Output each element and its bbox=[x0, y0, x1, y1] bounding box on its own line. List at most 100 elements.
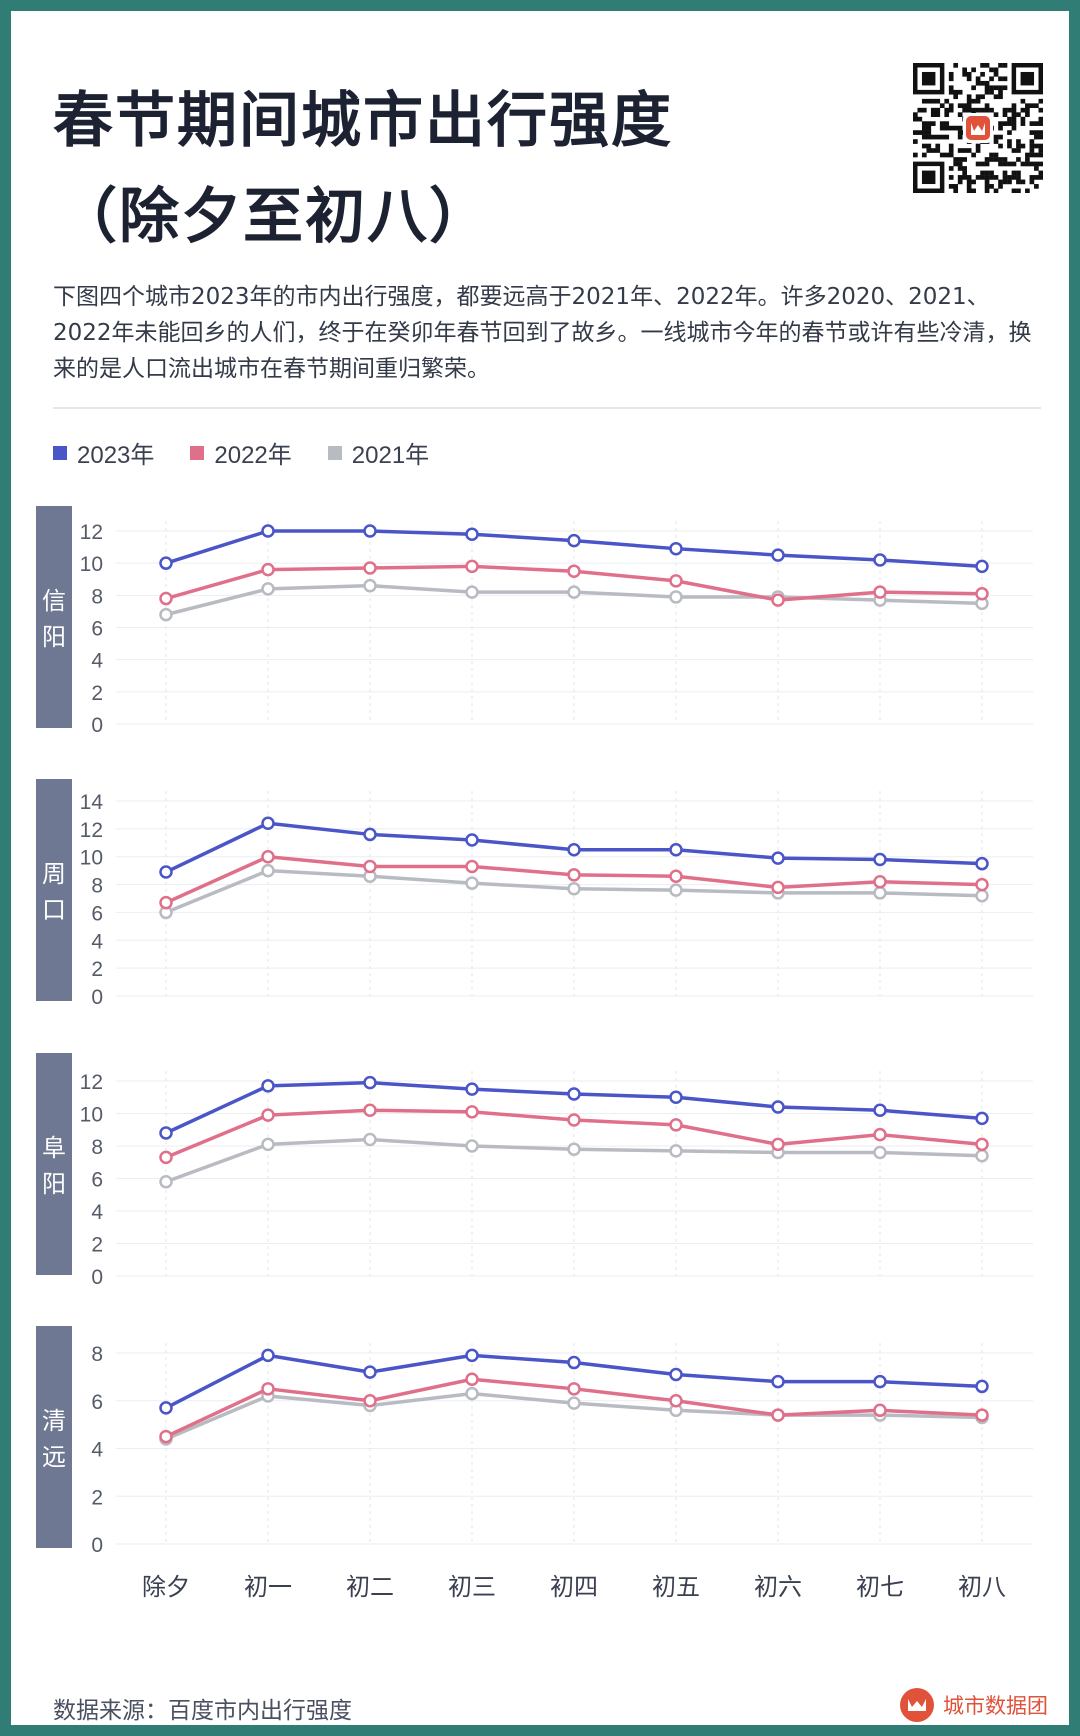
data-point bbox=[771, 1408, 785, 1422]
data-point bbox=[159, 1429, 173, 1444]
data-point bbox=[261, 1108, 275, 1122]
data-point bbox=[873, 875, 887, 889]
data-point bbox=[261, 582, 275, 596]
data-point bbox=[975, 559, 989, 574]
panel-label-char: 口 bbox=[42, 896, 66, 924]
data-point bbox=[975, 856, 989, 871]
data-source: 数据来源：百度市内出行强度 bbox=[53, 1698, 352, 1724]
panel-label-char: 阜 bbox=[42, 1134, 66, 1162]
data-point bbox=[567, 585, 581, 599]
data-point bbox=[975, 1111, 989, 1126]
data-point bbox=[465, 559, 479, 574]
y-tick-label: 12 bbox=[80, 521, 103, 544]
data-point bbox=[567, 868, 581, 882]
data-point bbox=[669, 883, 683, 897]
x-tick-label: 初五 bbox=[652, 1573, 700, 1601]
data-point bbox=[771, 1374, 785, 1389]
data-point bbox=[873, 1145, 887, 1160]
legend-item-2023: 2023年 bbox=[53, 435, 154, 470]
data-point bbox=[567, 1087, 581, 1101]
data-point bbox=[975, 877, 989, 892]
data-point bbox=[975, 888, 989, 903]
data-point bbox=[363, 578, 377, 593]
data-point bbox=[465, 527, 479, 541]
data-point bbox=[669, 574, 683, 588]
data-point bbox=[669, 590, 683, 604]
data-point bbox=[465, 1386, 479, 1401]
y-tick-label: 10 bbox=[80, 553, 103, 576]
y-tick-label: 2 bbox=[91, 682, 103, 705]
data-point bbox=[465, 833, 479, 847]
description: 下图四个城市2023年的市内出行强度，都要远高于2021年、2022年。许多20… bbox=[53, 284, 1032, 382]
x-tick-label: 初八 bbox=[958, 1573, 1006, 1601]
data-point bbox=[873, 852, 887, 867]
panel-label-char: 信 bbox=[42, 587, 66, 615]
data-point bbox=[975, 586, 989, 601]
y-tick-label: 6 bbox=[91, 1169, 103, 1192]
qr-code-icon bbox=[913, 63, 1043, 193]
data-point bbox=[873, 553, 887, 567]
data-point bbox=[873, 1127, 887, 1142]
page-title: 春节期间城市出行强度 （除夕至初八） bbox=[53, 73, 673, 265]
data-point bbox=[363, 561, 377, 575]
data-point bbox=[771, 548, 785, 562]
x-tick-label: 初二 bbox=[346, 1573, 394, 1601]
data-point bbox=[363, 1365, 377, 1379]
data-point bbox=[975, 1149, 989, 1163]
data-point bbox=[873, 886, 887, 900]
data-point bbox=[159, 1150, 173, 1165]
legend-item-2021: 2021年 bbox=[327, 435, 430, 470]
y-tick-label: 12 bbox=[80, 1071, 103, 1094]
y-tick-label: 8 bbox=[91, 875, 103, 898]
legend-item-2022: 2022年 bbox=[190, 435, 292, 470]
y-tick-label: 10 bbox=[80, 847, 103, 870]
data-point bbox=[669, 541, 683, 556]
data-point bbox=[873, 1103, 887, 1117]
data-point bbox=[873, 1403, 887, 1418]
data-point bbox=[771, 1137, 785, 1152]
data-point bbox=[669, 1118, 683, 1132]
data-point bbox=[669, 1367, 683, 1382]
data-point bbox=[771, 880, 785, 895]
infographic-card: 春节期间城市出行强度 （除夕至初八） 下图四个城市2023年的市内出行强度，都要… bbox=[11, 11, 1069, 1725]
y-tick-label: 6 bbox=[91, 1391, 103, 1414]
panel-label-char: 阳 bbox=[42, 623, 66, 651]
charts-area: 信阳024681012周口02468101214阜阳024681012清远024… bbox=[36, 506, 1033, 1601]
data-point bbox=[363, 827, 377, 842]
legend-label-2021: 2021年 bbox=[351, 442, 430, 469]
panel-label-box bbox=[36, 506, 72, 728]
data-point bbox=[261, 1348, 275, 1363]
title-line-2: （除夕至初八） bbox=[57, 182, 491, 252]
data-point bbox=[363, 1075, 377, 1090]
data-point bbox=[669, 1144, 683, 1158]
y-tick-label: 10 bbox=[80, 1104, 103, 1127]
data-point bbox=[567, 1382, 581, 1396]
brand-name: 城市数据团 bbox=[943, 1694, 1048, 1718]
x-tick-label: 初七 bbox=[856, 1573, 904, 1601]
data-point bbox=[261, 816, 275, 831]
data-point bbox=[567, 1142, 581, 1156]
data-point bbox=[159, 865, 173, 879]
data-point bbox=[669, 1090, 683, 1104]
panel-label-char: 周 bbox=[42, 860, 66, 888]
data-point bbox=[465, 1082, 479, 1096]
data-point bbox=[567, 882, 581, 896]
legend-swatch-2021 bbox=[327, 445, 342, 460]
legend: 2023年 2022年 2021年 bbox=[53, 435, 429, 470]
data-point bbox=[465, 585, 479, 599]
x-tick-label: 初四 bbox=[550, 1573, 598, 1601]
legend-label-2022: 2022年 bbox=[214, 442, 292, 469]
data-point bbox=[975, 1408, 989, 1422]
y-tick-label: 2 bbox=[91, 1234, 103, 1257]
data-point bbox=[567, 564, 581, 578]
data-point bbox=[363, 859, 377, 874]
title-line-1: 春节期间城市出行强度 bbox=[53, 86, 673, 156]
x-tick-label: 除夕 bbox=[142, 1573, 190, 1601]
y-tick-label: 4 bbox=[91, 930, 103, 953]
y-tick-label: 0 bbox=[91, 986, 103, 1009]
data-point bbox=[567, 1355, 581, 1370]
panel-label-box bbox=[36, 1326, 72, 1548]
y-tick-label: 6 bbox=[91, 902, 103, 925]
data-point bbox=[465, 1139, 479, 1153]
data-point bbox=[771, 851, 785, 865]
